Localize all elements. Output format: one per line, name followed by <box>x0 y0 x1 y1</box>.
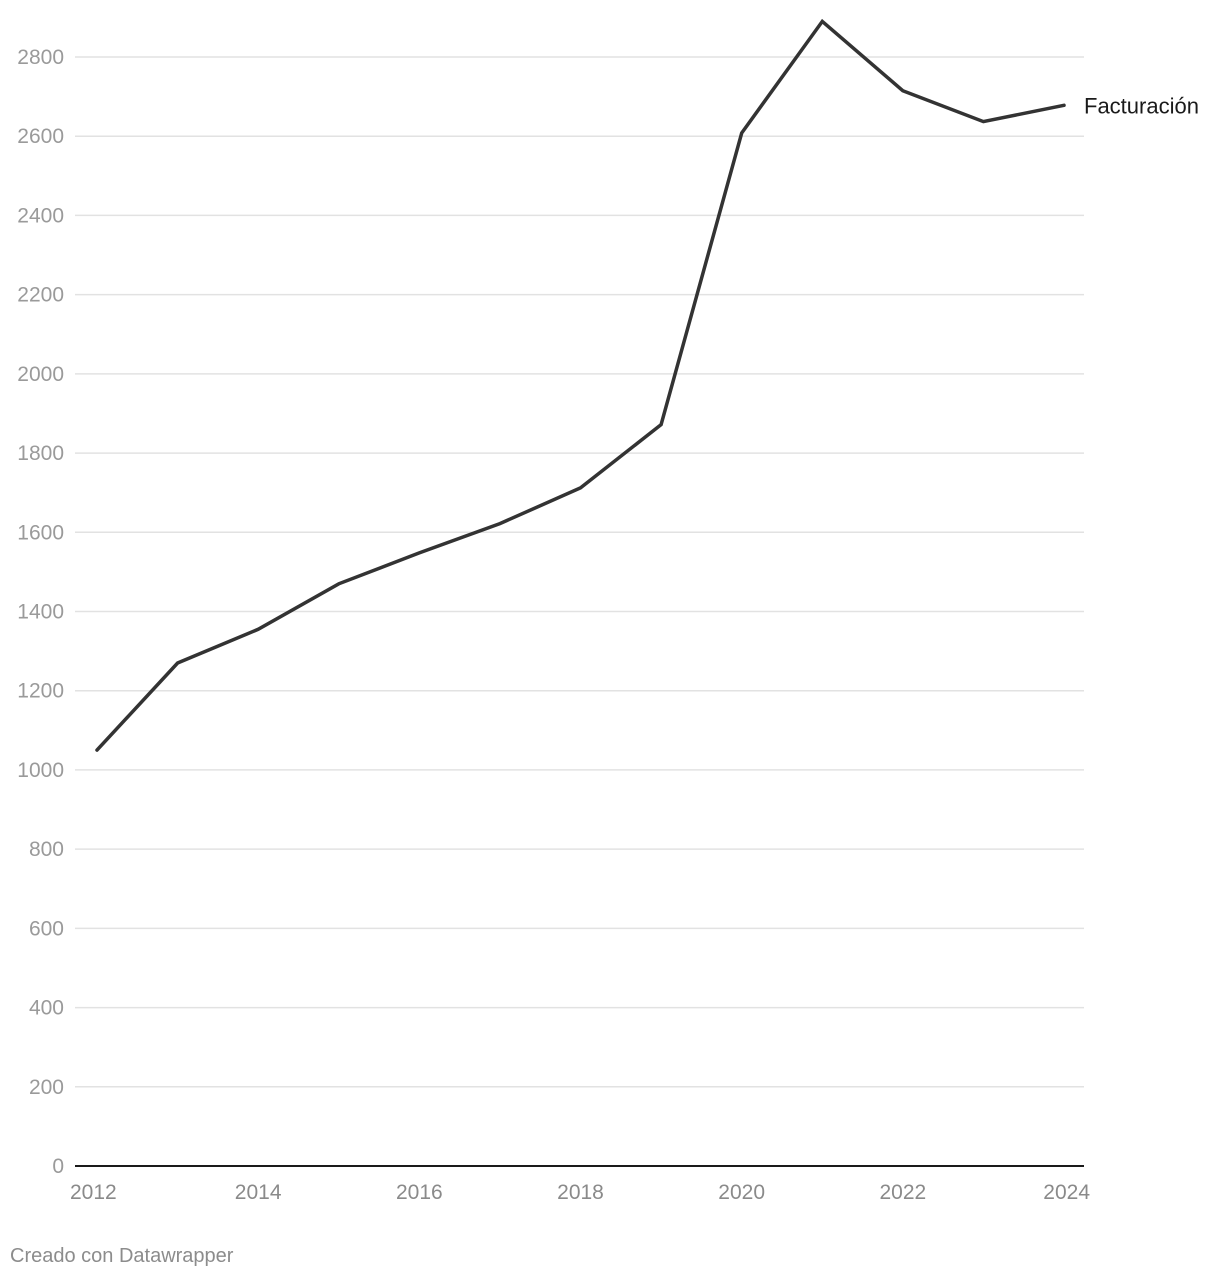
y-tick-label: 2600 <box>17 125 64 148</box>
y-tick-label: 400 <box>29 997 64 1020</box>
x-tick-label: 2014 <box>235 1181 282 1204</box>
x-tick-label: 2012 <box>70 1181 117 1204</box>
y-axis-tick-labels: 0 200 400 600 800 1000 1200 1400 1600 1800 2000 220… <box>17 46 64 1178</box>
series-labels: Facturación <box>1084 93 1199 118</box>
footer-credit: Creado con Datawrapper <box>10 1245 234 1267</box>
y-tick-label: 200 <box>29 1076 64 1099</box>
y-tick-label: 2000 <box>17 363 64 386</box>
x-tick-label: 2018 <box>557 1181 604 1204</box>
x-tick-label: 2020 <box>718 1181 765 1204</box>
series-label: Facturación <box>1084 93 1199 118</box>
y-tick-label: 1200 <box>17 680 64 703</box>
series-line-0 <box>95 18 1066 752</box>
series-lines <box>95 18 1066 752</box>
x-tick-label: 2024 <box>1043 1181 1090 1204</box>
gridlines <box>75 56 1084 1088</box>
y-tick-label: 2800 <box>17 46 64 69</box>
y-tick-label: 1600 <box>17 521 64 544</box>
y-tick-label: 800 <box>29 838 64 861</box>
y-tick-label: 1000 <box>17 759 64 782</box>
x-tick-label: 2016 <box>396 1181 443 1204</box>
x-axis-tick-labels: 2012 2014 2016 2018 2020 2022 2024 <box>70 1181 1090 1204</box>
y-tick-label: 0 <box>52 1155 64 1178</box>
y-tick-label: 2400 <box>17 204 64 227</box>
y-tick-label: 600 <box>29 917 64 940</box>
y-tick-label: 1800 <box>17 442 64 465</box>
y-tick-label: 2200 <box>17 284 64 307</box>
x-tick-label: 2022 <box>879 1181 926 1204</box>
y-tick-label: 1400 <box>17 601 64 624</box>
